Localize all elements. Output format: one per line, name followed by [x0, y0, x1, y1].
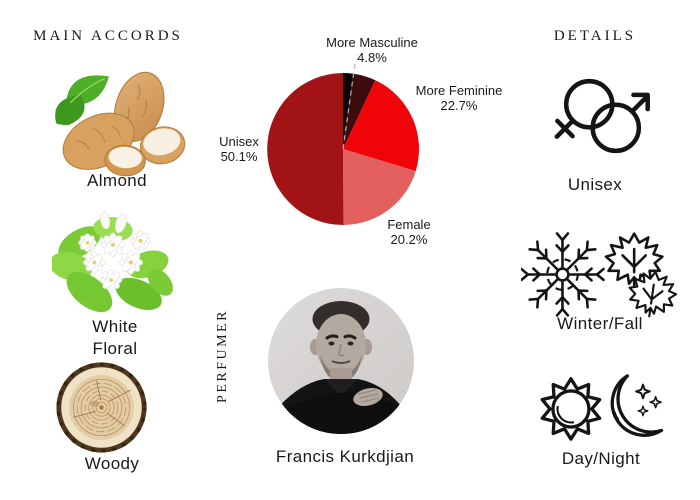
detail-label-day-night: Day/Night: [561, 449, 641, 468]
sparkle-stars: [635, 383, 662, 417]
detail-label-winter-fall: Winter/Fall: [557, 314, 643, 333]
sun: [540, 377, 602, 441]
perfumer-name: Francis Kurkdjian: [275, 447, 415, 466]
snowflake-maple-icon: [521, 232, 679, 318]
pie-label-more-feminine: More Feminine 22.7%: [415, 83, 503, 113]
almond-icon: [55, 71, 186, 177]
gender-pie-chart: [267, 59, 420, 226]
detail-label-unisex: Unisex: [567, 175, 623, 194]
accord-label-woody: Woody: [84, 454, 140, 473]
leader-line: [342, 59, 357, 150]
unisex-gender-icon: [554, 78, 650, 154]
pie-slice-unisex: [267, 73, 344, 226]
perfumer-section-title: PERFUMER: [215, 309, 230, 403]
pie-label-female: Female 20.2%: [387, 217, 431, 247]
pie-label-more-masculine: More Masculine 4.8%: [326, 35, 418, 65]
pie-slice-female: [343, 149, 416, 225]
pie-label-unisex: Unisex 50.1%: [219, 134, 259, 164]
sun-moon-icon: [540, 374, 664, 441]
accord-label-almond: Almond: [86, 171, 148, 190]
moon: [610, 374, 664, 437]
perfumer-portrait: [268, 288, 414, 434]
main-accords-title: MAIN ACCORDS: [33, 28, 183, 44]
snowflake: [521, 232, 605, 317]
wood-slice-icon: [56, 362, 147, 453]
pie-slice-more-feminine: [343, 80, 420, 172]
accord-label-white-floral: White Floral: [92, 317, 138, 358]
details-title: DETAILS: [553, 28, 637, 44]
flowers: [78, 230, 151, 292]
white-floral-icon: [52, 210, 173, 313]
